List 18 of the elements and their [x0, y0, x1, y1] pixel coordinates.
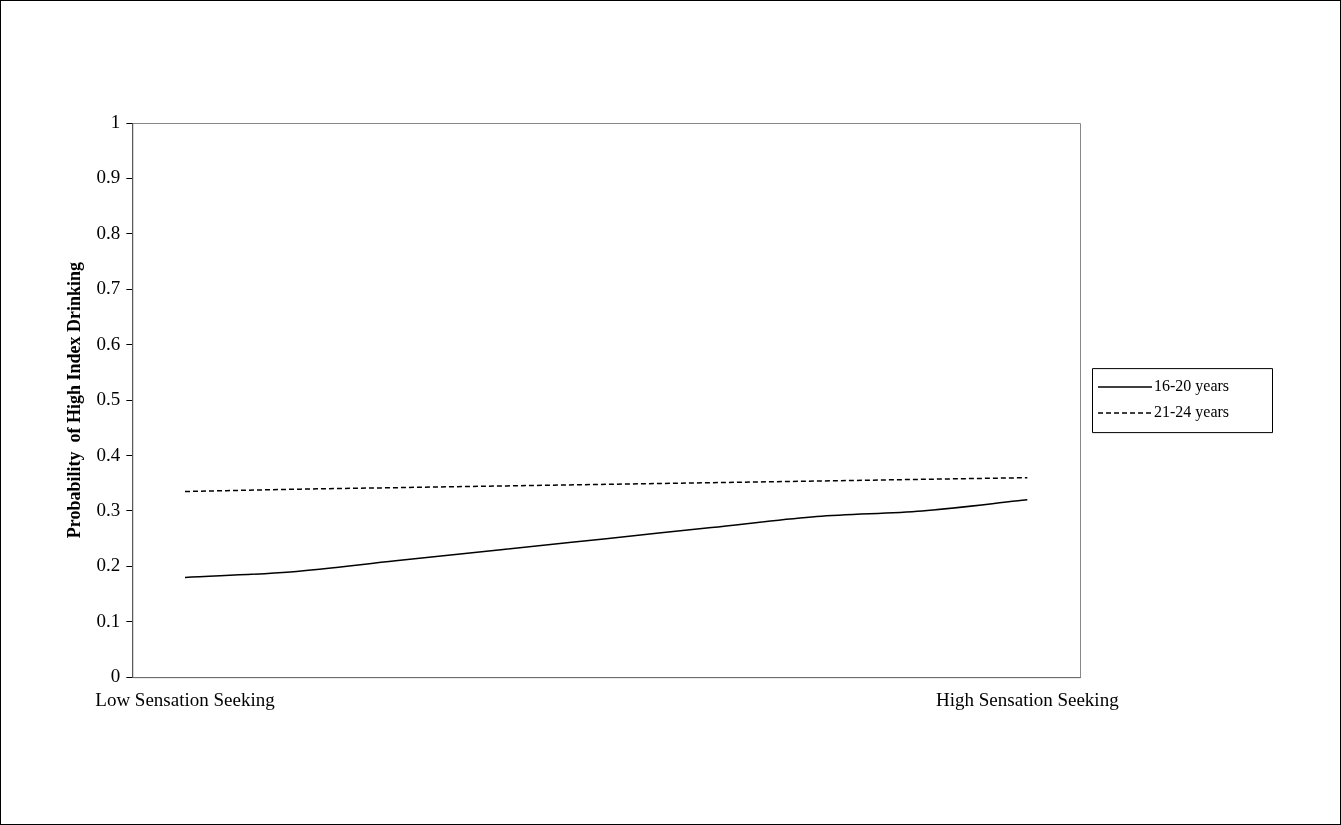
y-tick-label: 0.4	[96, 443, 121, 465]
y-tick-label: 0.3	[96, 498, 121, 520]
y-tick-label: 1	[110, 110, 121, 132]
y-axis-title: Probability of High Index Drinking	[64, 261, 85, 539]
y-tick-label: 0.1	[96, 609, 121, 631]
line-series	[184, 499, 1029, 579]
legend-label: 16-20 years	[1154, 377, 1230, 396]
line-series	[184, 476, 1029, 493]
y-tick-label: 0	[110, 665, 121, 687]
legend-label: 21-24 years	[1154, 403, 1230, 422]
x-tick-label: Low Sensation Seeking	[95, 688, 276, 710]
y-tick-label: 0.7	[96, 277, 121, 299]
y-tick-label: 0.2	[96, 554, 121, 576]
y-tick-label: 0.5	[96, 388, 121, 410]
y-tick-label: 0.8	[96, 221, 121, 243]
y-tick-label: 0.9	[96, 166, 121, 188]
y-tick-label: 0.6	[96, 332, 121, 354]
x-tick-label: High Sensation Seeking	[936, 688, 1120, 710]
